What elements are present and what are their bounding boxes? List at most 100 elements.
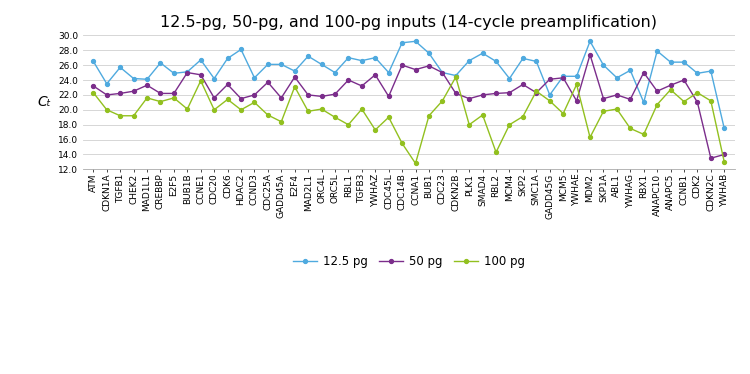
12.5 pg: [411, 39, 420, 43]
12.5 pg: [223, 56, 232, 61]
50 pg: [452, 91, 460, 96]
50 pg: [720, 152, 729, 157]
12.5 pg: [693, 71, 702, 76]
12.5 pg: [290, 69, 299, 73]
50 pg: [210, 96, 219, 100]
100 pg: [344, 122, 353, 127]
50 pg: [626, 97, 634, 102]
12.5 pg: [183, 70, 192, 74]
100 pg: [398, 141, 406, 145]
100 pg: [170, 96, 178, 100]
100 pg: [142, 96, 152, 100]
12.5 pg: [491, 59, 500, 64]
100 pg: [652, 102, 662, 107]
100 pg: [465, 122, 474, 127]
50 pg: [680, 78, 688, 82]
50 pg: [304, 93, 313, 97]
100 pg: [438, 99, 447, 103]
50 pg: [116, 91, 124, 96]
50 pg: [344, 78, 353, 82]
50 pg: [223, 82, 232, 87]
12.5 pg: [170, 71, 178, 76]
50 pg: [599, 96, 608, 101]
100 pg: [250, 100, 259, 105]
100 pg: [424, 114, 433, 118]
100 pg: [290, 85, 299, 89]
50 pg: [142, 83, 152, 88]
12.5 pg: [706, 69, 716, 73]
50 pg: [478, 93, 488, 97]
50 pg: [518, 82, 527, 87]
100 pg: [236, 108, 245, 112]
50 pg: [438, 70, 447, 75]
100 pg: [559, 111, 568, 116]
100 pg: [102, 108, 111, 112]
50 pg: [290, 75, 299, 79]
50 pg: [384, 94, 393, 99]
50 pg: [586, 52, 595, 57]
100 pg: [693, 91, 702, 95]
100 pg: [518, 114, 527, 119]
100 pg: [626, 126, 634, 131]
50 pg: [465, 96, 474, 101]
100 pg: [384, 115, 393, 120]
12.5 pg: [559, 74, 568, 79]
50 pg: [170, 91, 178, 96]
50 pg: [572, 99, 581, 103]
100 pg: [452, 75, 460, 79]
100 pg: [491, 150, 500, 154]
12.5 pg: [196, 58, 206, 62]
50 pg: [666, 83, 675, 88]
50 pg: [411, 67, 420, 72]
12.5 pg: [370, 55, 380, 60]
12.5 pg: [639, 100, 648, 105]
12.5 pg: [384, 70, 393, 75]
100 pg: [210, 108, 219, 112]
12.5 pg: [357, 58, 366, 63]
50 pg: [424, 64, 433, 68]
Title: 12.5-pg, 50-pg, and 100-pg inputs (14-cycle preamplification): 12.5-pg, 50-pg, and 100-pg inputs (14-cy…: [160, 15, 657, 30]
50 pg: [263, 80, 272, 85]
100 pg: [304, 109, 313, 114]
12.5 pg: [438, 70, 447, 75]
12.5 pg: [116, 65, 124, 70]
100 pg: [532, 89, 541, 94]
50 pg: [196, 73, 206, 77]
12.5 pg: [599, 63, 608, 67]
100 pg: [317, 107, 326, 111]
50 pg: [491, 91, 500, 96]
12.5 pg: [263, 62, 272, 67]
100 pg: [666, 88, 675, 92]
100 pg: [612, 107, 621, 111]
100 pg: [370, 128, 380, 132]
100 pg: [478, 113, 488, 117]
50 pg: [331, 92, 340, 96]
100 pg: [505, 122, 514, 127]
12.5 pg: [331, 70, 340, 75]
12.5 pg: [720, 126, 729, 131]
100 pg: [263, 113, 272, 117]
100 pg: [223, 97, 232, 102]
100 pg: [88, 91, 98, 95]
12.5 pg: [344, 55, 353, 60]
50 pg: [102, 93, 111, 97]
100 pg: [183, 107, 192, 111]
12.5 pg: [88, 59, 98, 64]
100 pg: [331, 115, 340, 120]
50 pg: [559, 76, 568, 80]
12.5 pg: [612, 76, 621, 80]
Line: 50 pg: 50 pg: [92, 53, 726, 160]
50 pg: [129, 89, 138, 94]
12.5 pg: [532, 59, 541, 64]
12.5 pg: [465, 58, 474, 63]
50 pg: [505, 91, 514, 95]
100 pg: [680, 99, 688, 104]
12.5 pg: [666, 60, 675, 64]
50 pg: [639, 70, 648, 75]
100 pg: [599, 109, 608, 114]
100 pg: [706, 99, 716, 103]
100 pg: [357, 107, 366, 111]
100 pg: [129, 114, 138, 118]
12.5 pg: [210, 76, 219, 81]
50 pg: [183, 70, 192, 75]
